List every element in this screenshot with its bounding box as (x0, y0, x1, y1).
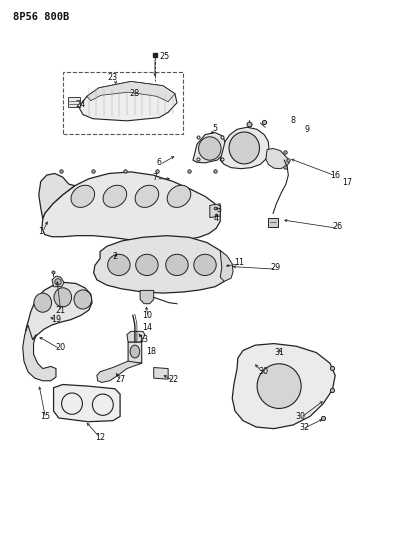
Ellipse shape (54, 288, 71, 307)
Text: 30: 30 (257, 367, 267, 376)
Text: 24: 24 (75, 100, 86, 109)
Text: 27: 27 (115, 375, 125, 384)
Text: 13: 13 (138, 335, 148, 344)
Polygon shape (127, 332, 144, 342)
Ellipse shape (103, 185, 126, 207)
Ellipse shape (135, 185, 158, 207)
Polygon shape (97, 361, 142, 382)
Polygon shape (209, 204, 220, 217)
Text: 23: 23 (107, 73, 117, 82)
Text: 30: 30 (295, 412, 305, 421)
Polygon shape (128, 342, 142, 364)
Polygon shape (53, 384, 120, 422)
Polygon shape (220, 251, 233, 281)
Text: 4: 4 (213, 214, 218, 223)
Polygon shape (153, 368, 168, 379)
Ellipse shape (167, 185, 190, 207)
Text: 19: 19 (51, 315, 61, 324)
Text: 6: 6 (156, 158, 161, 167)
Ellipse shape (198, 137, 221, 160)
Polygon shape (38, 173, 75, 219)
Text: 32: 32 (299, 423, 309, 432)
Text: 12: 12 (95, 433, 105, 442)
Ellipse shape (74, 290, 91, 309)
Text: 1: 1 (38, 228, 43, 237)
Text: 15: 15 (41, 412, 51, 421)
Ellipse shape (71, 185, 94, 207)
Polygon shape (23, 325, 56, 381)
Ellipse shape (193, 254, 216, 276)
Text: 21: 21 (55, 305, 65, 314)
Text: 7: 7 (152, 173, 157, 182)
Text: 8: 8 (290, 116, 295, 125)
Ellipse shape (107, 254, 130, 276)
Text: 8P56 800B: 8P56 800B (13, 12, 69, 22)
Ellipse shape (34, 293, 51, 312)
Ellipse shape (229, 132, 259, 164)
Polygon shape (52, 276, 64, 287)
Polygon shape (267, 217, 277, 227)
Text: 28: 28 (130, 89, 140, 98)
Text: 25: 25 (160, 52, 170, 61)
Ellipse shape (165, 254, 188, 276)
Ellipse shape (55, 279, 61, 285)
Text: 2: 2 (112, 253, 117, 261)
Text: 29: 29 (269, 263, 279, 272)
Polygon shape (265, 149, 288, 168)
Text: 16: 16 (329, 171, 339, 180)
Polygon shape (140, 290, 153, 304)
Polygon shape (68, 98, 80, 107)
Ellipse shape (130, 345, 140, 358)
Polygon shape (79, 82, 176, 121)
Polygon shape (232, 344, 334, 429)
Text: 22: 22 (168, 375, 178, 384)
Polygon shape (220, 127, 268, 168)
Text: 18: 18 (146, 347, 156, 356)
Text: 14: 14 (142, 323, 152, 332)
Polygon shape (26, 282, 92, 346)
Text: 10: 10 (142, 311, 152, 320)
Text: 17: 17 (341, 178, 351, 187)
Ellipse shape (136, 254, 158, 276)
Text: 9: 9 (304, 125, 309, 134)
Text: 11: 11 (233, 258, 243, 266)
Ellipse shape (257, 364, 300, 408)
Text: 26: 26 (331, 222, 341, 231)
Polygon shape (93, 236, 231, 293)
Text: 31: 31 (273, 348, 284, 357)
Text: 3: 3 (216, 205, 221, 214)
Text: 20: 20 (55, 343, 65, 352)
Polygon shape (87, 82, 174, 102)
Polygon shape (42, 172, 220, 241)
Text: 5: 5 (212, 124, 217, 133)
Polygon shape (192, 133, 225, 163)
